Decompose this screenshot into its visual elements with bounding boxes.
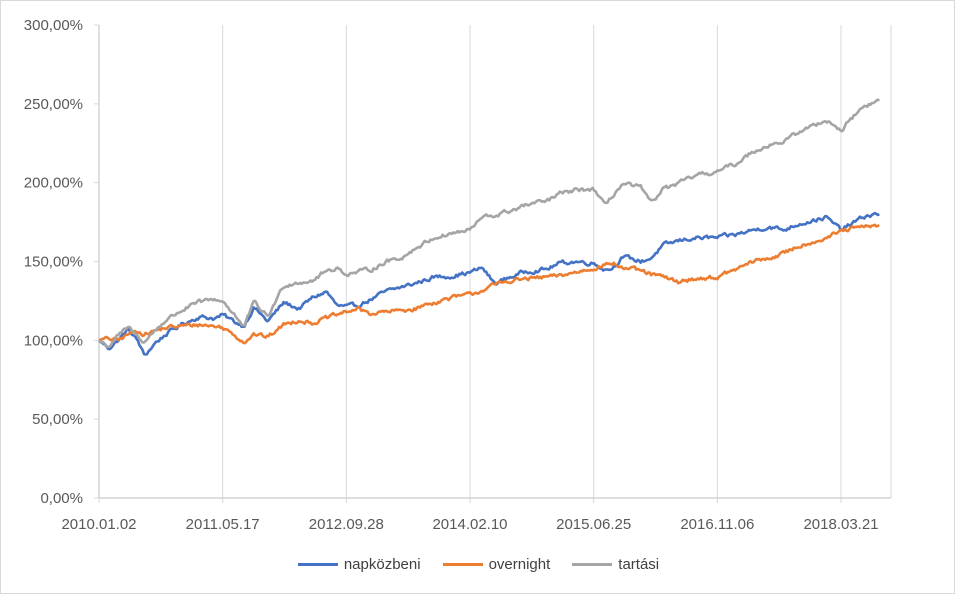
legend-label: overnight [488,555,551,573]
legend: napközbeni overnight tartási [0,554,957,574]
series-line-1 [98,211,880,356]
y-tick-label: 0,00% [40,490,83,507]
y-tick-label: 50,00% [32,411,83,428]
y-tick-labels: 0,00% 50,00% 100,00% 150,00% 200,00% 250,00% 3… [24,17,83,507]
x-tick-label: 2016.11.06 [680,516,754,533]
series-line-2 [98,223,880,345]
legend-item: tartási [572,556,659,573]
legend-item: napközbeni [297,555,421,573]
axes [94,24,891,503]
x-tick-label: 2018.03.21 [803,516,878,533]
legend-item: overnight [442,555,551,573]
y-tick-label: 250,00% [24,96,83,113]
x-tick-label: 2014.02.10 [432,516,507,533]
y-tick-label: 300,00% [24,17,83,34]
y-tick-label: 150,00% [24,254,83,271]
legend-label: napközbeni [343,555,421,573]
x-tick-label: 2015.06.25 [556,516,631,533]
legend-swatch [297,562,338,566]
series-line-3 [98,98,881,349]
x-tick-labels: 2010.01.02 2011.05.17 2012.09.28 2014.02.10… [61,516,878,533]
gridlines [222,25,892,498]
y-tick-label: 100,00% [24,332,83,349]
x-tick-label: 2010.01.02 [61,516,136,533]
x-tick-label: 2012.09.28 [309,516,384,533]
legend-swatch [572,562,613,566]
x-tick-label: 2011.05.17 [186,516,260,533]
legend-label: tartási [618,555,660,573]
series-lines [98,98,881,356]
y-tick-label: 200,00% [24,175,83,192]
legend-swatch [442,562,483,566]
